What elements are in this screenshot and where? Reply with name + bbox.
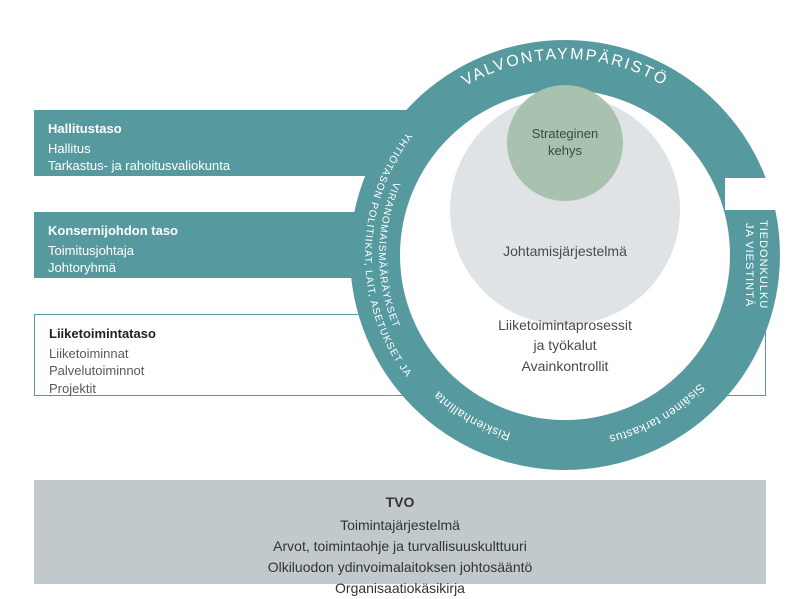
tvo-line-2: Olkiluodon ydinvoimalaitoksen johtosäänt…	[34, 557, 766, 578]
tvo-line-3: Organisaatiokäsikirja	[34, 578, 766, 599]
strategic-frame-circle: Strateginen kehys	[507, 85, 623, 201]
ring-right-l2: JA VIESTINTÄ	[743, 205, 755, 325]
center-l2: ja työkalut	[445, 335, 685, 355]
center-processes-text: Liiketoimintaprosessitja työkalutAvainko…	[445, 315, 685, 376]
ring-right-label: TIEDONKULKUJA VIESTINTÄ	[743, 205, 769, 325]
management-system-label: Johtamisjärjestelmä	[465, 243, 665, 259]
tvo-line-0: Toimintajärjestelmä	[34, 515, 766, 536]
strategic-frame-l1: Strateginen	[532, 126, 599, 141]
tvo-foundation-box: TVOToimintajärjestelmäArvot, toimintaohj…	[34, 480, 766, 584]
strategic-frame-l2: kehys	[548, 143, 582, 158]
center-l3: Avainkontrollit	[445, 356, 685, 376]
tvo-title: TVO	[34, 492, 766, 513]
center-l1: Liiketoimintaprosessit	[445, 315, 685, 335]
tvo-line-1: Arvot, toimintaohje ja turvallisuuskultt…	[34, 536, 766, 557]
ring-right-l1: TIEDONKULKU	[757, 205, 769, 325]
